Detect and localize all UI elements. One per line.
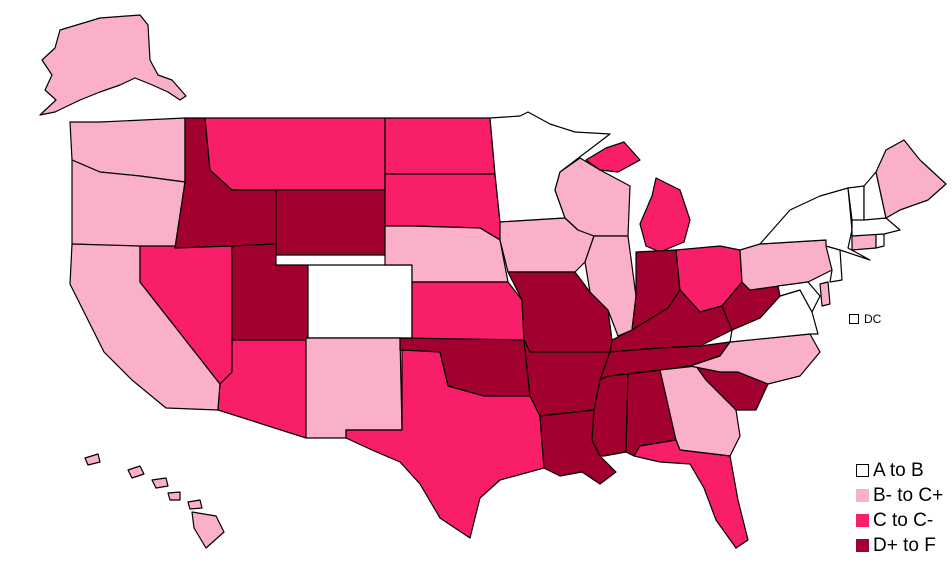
dc-swatch [849, 314, 859, 324]
state-connecticut [851, 233, 877, 251]
legend-label: A to B [873, 459, 924, 481]
dc-marker: DC [849, 312, 881, 326]
state-wyoming [275, 189, 386, 256]
legend: A to B B- to C+ C to C- D+ to F [856, 458, 943, 558]
legend-item: A to B [856, 458, 943, 483]
state-new-mexico [305, 337, 403, 439]
legend-item: B- to C+ [856, 483, 943, 508]
state-massachusetts [851, 217, 901, 237]
state-north-carolina [689, 333, 821, 385]
state-texas [345, 349, 545, 539]
state-kansas [411, 281, 525, 341]
legend-item: D+ to F [856, 533, 943, 558]
state-colorado [307, 264, 413, 339]
legend-item: C to C- [856, 508, 943, 533]
state-maryland [777, 281, 821, 313]
state-maine [875, 139, 947, 219]
state-new-york [759, 187, 871, 261]
legend-label: C to C- [873, 509, 934, 531]
legend-swatch-b-to-c [856, 489, 869, 502]
state-pennsylvania [739, 239, 833, 291]
state-rhode-island [875, 233, 885, 249]
legend-label: D+ to F [873, 534, 936, 556]
legend-swatch-a-to-b [856, 464, 869, 477]
legend-swatch-c-to-c [856, 514, 869, 527]
state-montana [204, 117, 386, 193]
legend-swatch-d-to-f [856, 539, 869, 552]
legend-label: B- to C+ [873, 484, 944, 506]
state-hawaii [84, 453, 225, 549]
dc-label-text: DC [864, 312, 882, 326]
state-delaware [819, 281, 831, 307]
state-utah [231, 243, 309, 341]
state-florida [633, 439, 749, 549]
state-minnesota [489, 111, 611, 223]
state-alaska [39, 14, 187, 116]
state-north-dakota [384, 117, 496, 175]
state-illinois [584, 235, 637, 337]
